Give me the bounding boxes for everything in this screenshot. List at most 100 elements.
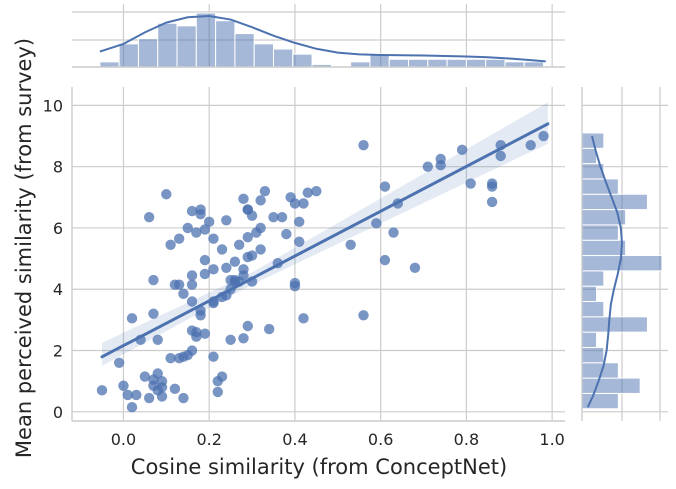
histogram-bar-x	[523, 61, 545, 68]
scatter-point	[126, 402, 138, 413]
scatter-point	[255, 244, 266, 255]
histogram-bar-x	[465, 58, 487, 68]
scatter-point	[259, 185, 271, 197]
y-tick-label: 2	[53, 342, 63, 361]
scatter-point	[216, 371, 228, 382]
tick-labels: 0.0 0.2 0.4 0.6 0.8 1.0 0 2 4 6 8 10	[43, 96, 565, 449]
histogram-bar-x	[504, 61, 525, 68]
scatter-point	[195, 204, 206, 215]
scatter-point	[238, 193, 249, 205]
histogram-bar-x	[350, 61, 371, 68]
histogram-bar-y	[581, 377, 641, 394]
histogram-bar-x	[408, 58, 429, 68]
histogram-bar-y	[581, 285, 598, 302]
histogram-bar-y	[581, 178, 619, 195]
regression-confidence-band	[102, 102, 548, 366]
histogram-bar-x	[176, 25, 197, 68]
scatter-point	[242, 231, 253, 243]
histogram-bar-y	[581, 316, 648, 333]
scatter-point	[148, 274, 159, 286]
scatter-point	[246, 250, 258, 261]
scatter-point	[264, 323, 275, 335]
scatter-point	[156, 375, 168, 387]
histogram-bar-y	[581, 331, 598, 348]
scatter-point	[289, 198, 301, 209]
x-tick-label: 0.8	[454, 430, 479, 449]
x-tick-label: 1.0	[539, 430, 564, 449]
histogram-bar-y	[581, 239, 627, 257]
histogram-bar-x	[118, 43, 139, 68]
histogram-bar-x	[215, 20, 236, 68]
scatter-point	[165, 239, 176, 251]
marginal-x-histogram	[99, 12, 545, 68]
scatter-point	[456, 144, 468, 156]
scatter-point	[486, 196, 498, 208]
histogram-bar-y	[581, 255, 663, 272]
scatter-point	[495, 150, 506, 162]
scatter-point	[238, 333, 249, 344]
x-tick-label: 0.6	[368, 430, 393, 449]
scatter-point	[152, 368, 163, 379]
scatter-point	[156, 391, 168, 402]
scatter-point	[195, 310, 206, 321]
histogram-bar-x	[485, 58, 506, 68]
scatter-point	[186, 279, 198, 290]
grid-lines	[72, 4, 668, 421]
histogram-bar-y	[581, 224, 619, 241]
scatter-point	[208, 351, 219, 362]
scatter-point	[486, 181, 498, 192]
scatter-point	[173, 233, 185, 244]
scatter-point	[435, 153, 446, 165]
scatter-point	[212, 386, 223, 398]
scatter-point	[465, 178, 476, 189]
scatter-point	[152, 334, 163, 345]
histogram-bar-x	[388, 58, 410, 68]
histogram-bar-x	[272, 48, 294, 68]
scatter-point	[186, 205, 198, 217]
scatter-point	[345, 239, 356, 251]
y-tick-label: 6	[53, 219, 63, 238]
histogram-bar-x	[137, 38, 159, 68]
scatter-point	[199, 328, 211, 339]
scatter-point	[178, 288, 189, 300]
scatter-point	[371, 218, 382, 229]
scatter-point	[182, 222, 193, 234]
x-tick-label: 0.2	[196, 430, 221, 449]
confidence-band	[102, 102, 548, 366]
histogram-bar-x	[369, 53, 390, 68]
scatter-point	[229, 256, 241, 267]
scatter-point	[221, 215, 232, 226]
scatter-point	[122, 389, 133, 401]
scatter-point	[294, 216, 305, 228]
scatter-point	[186, 270, 198, 281]
scatter-point	[379, 181, 391, 192]
scatter-point	[118, 380, 129, 391]
y-tick-label: 4	[53, 280, 63, 299]
scatter-point	[173, 279, 185, 290]
scatter-point	[113, 357, 125, 368]
histogram-bar-y	[581, 300, 605, 318]
histogram-bar-x	[292, 53, 313, 68]
scatter-point	[169, 383, 181, 395]
scatter-point	[233, 239, 245, 251]
scatter-point	[388, 227, 399, 238]
x-tick-label: 0.4	[282, 430, 307, 449]
scatter-point	[148, 308, 159, 319]
scatter-point	[225, 334, 236, 345]
scatter-point	[199, 224, 211, 235]
histogram-bar-x	[157, 22, 178, 68]
scatter-point	[143, 392, 155, 404]
axis-spines	[71, 66, 583, 422]
scatter-point	[208, 233, 219, 244]
x-axis-label: Cosine similarity (from ConceptNet)	[131, 455, 507, 479]
kde-curves	[99, 14, 624, 408]
x-tick-label: 0.0	[111, 430, 136, 449]
kde-curve-y	[586, 135, 624, 408]
scatter-point	[298, 198, 309, 209]
histogram-bar-x	[234, 33, 255, 68]
scatter-point	[298, 313, 309, 324]
scatter-point	[203, 216, 215, 228]
y-tick-label: 10	[43, 96, 63, 115]
